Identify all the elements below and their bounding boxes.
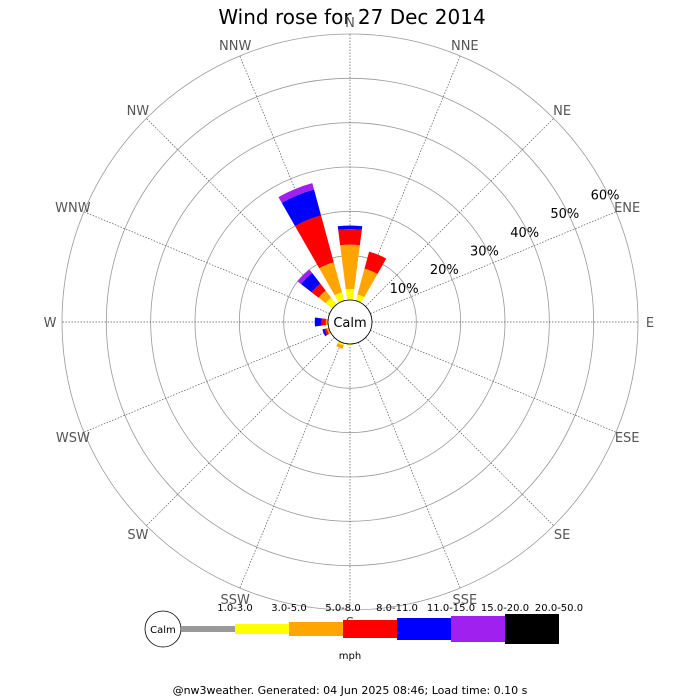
legend-bin-label-4: 11.0-15.0 [427,603,475,614]
compass-label-wnw: WNW [55,201,91,216]
compass-label-w: W [44,316,57,331]
bar-nne-bin-3 [364,251,387,275]
compass-label-se: SE [554,528,570,543]
spoke-nnw [239,55,342,302]
chart-title: Wind rose for 27 Dec 2014 [218,5,485,29]
compass-label-sse: SSE [452,593,477,608]
bar-wsw-bin-4 [322,328,328,337]
spoke-ene [370,211,617,314]
grid-ring [238,210,462,434]
bar-wsw-bin-3 [324,328,329,336]
spoke-ssw [239,342,342,589]
bar-nw-bin-5 [297,269,313,285]
spoke-ese [370,330,617,433]
legend-swatch-2 [289,622,343,636]
legend-swatch-5 [451,616,505,642]
legend-unit-label: mph [339,651,361,662]
bar-w-bin-4 [314,317,322,327]
legend-swatch-1 [235,624,289,634]
bar-nw-bin-3 [311,283,326,298]
spoke-se [365,337,554,526]
spoke-ne [365,118,554,307]
radial-tick-30%: 30% [470,244,499,259]
spoke-wnw [83,211,330,314]
legend-bin-label-3: 8.0-11.0 [376,603,418,614]
bar-nw-bin-2 [318,290,332,304]
compass-label-nnw: NNW [219,39,251,54]
compass-labels: NNNENEENEEESESESSESSSWSWWSWWWNWNWNNW [44,16,655,631]
compass-label-ese: ESE [615,431,640,446]
bar-nw-bin-1 [325,297,337,309]
legend-swatch-6 [505,614,559,644]
grid-ring [105,77,595,567]
radial-tick-10%: 10% [390,282,419,297]
bar-n-bin-4 [337,225,363,230]
bar-ssw-bin-1 [337,341,345,346]
radial-tick-labels: 10% 20% 30% 40% 50% 60% [390,188,620,297]
footer-text: @nw3weather. Generated: 04 Jun 2025 08:4… [173,684,528,697]
calm-label: Calm [333,316,366,331]
compass-label-n: N [345,16,355,31]
spoke-nw [146,118,335,307]
bar-nnw-bin-1 [334,292,345,303]
speed-legend: Calm 1.0-3.0 3.0-5.0 5.0-8.0 8.0-11.0 11.0-15… [144,603,583,662]
bar-nne-bin-2 [357,268,378,298]
bar-nw-bin-4 [301,273,321,293]
legend-bin-label-1: 3.0-5.0 [271,603,306,614]
bar-ssw-bin-2 [336,343,344,349]
spoke-nne [358,55,461,302]
radial-tick-40%: 40% [510,226,539,241]
bar-n-bin-3 [338,229,362,246]
bar-n-bin-2 [340,244,360,290]
legend-swatch-0 [181,626,235,632]
spoke-wsw [83,330,330,433]
bar-n-bin-1 [345,288,355,301]
bar-nnw-bin-3 [294,215,334,269]
radial-tick-50%: 50% [550,207,579,222]
legend-bin-label-2: 5.0-8.0 [325,603,360,614]
legend-bin-label-5: 15.0-20.0 [481,603,529,614]
compass-label-ene: ENE [614,201,640,216]
grid-ring [61,33,639,611]
compass-label-e: E [646,316,654,331]
compass-label-nw: NW [127,104,150,119]
legend-swatch-4 [397,618,451,640]
bar-w-bin-2 [325,318,329,326]
bar-wsw-bin-2 [326,327,331,335]
radial-tick-20%: 20% [430,263,459,278]
spoke-sw [146,337,335,526]
compass-label-ssw: SSW [221,593,251,608]
legend-swatch-3 [343,620,397,638]
bar-w-bin-3 [321,318,326,326]
radial-tick-60%: 60% [591,188,620,203]
calm-marker: Calm [327,299,373,345]
compass-label-nne: NNE [451,39,479,54]
bar-nnw-bin-2 [319,262,342,296]
bar-nnw-bin-4 [281,189,322,226]
spoke-sse [358,342,461,589]
legend-bin-label-0: 1.0-3.0 [217,603,252,614]
compass-label-ne: NE [553,104,571,119]
bar-nnw-bin-5 [278,183,315,203]
bar-nne-bin-1 [355,294,365,303]
legend-bin-label-6: 20.0-50.0 [535,603,583,614]
polar-grid [61,33,639,611]
compass-label-sw: SW [127,528,148,543]
compass-label-wsw: WSW [56,431,90,446]
wind-bars [278,183,387,349]
legend-calm-label: Calm [150,625,176,636]
